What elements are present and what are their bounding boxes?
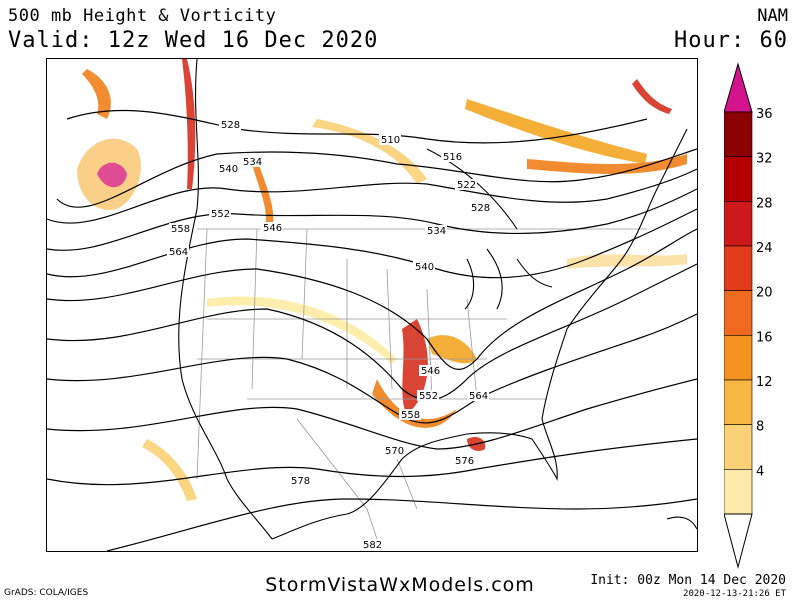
model-name: NAM <box>757 6 788 26</box>
colorbar-cell <box>723 156 753 202</box>
contour-label: 528 <box>221 120 240 131</box>
weather-map: 528 510 516 522 528 534 534 540 540 546 … <box>46 58 698 552</box>
contour-label: 534 <box>243 157 262 168</box>
coastlines <box>178 59 697 540</box>
colorbar-cell <box>723 335 753 381</box>
colorbar-cell <box>723 201 753 247</box>
contour-label: 576 <box>455 456 474 467</box>
contour-label: 546 <box>421 366 440 377</box>
colorbar-label: 16 <box>756 330 773 345</box>
grads-credit: GrADS: COLA/IGES <box>4 588 89 598</box>
vorticity-colorbar: 36 32 28 24 20 16 12 8 4 <box>723 62 784 572</box>
contour-label: 534 <box>427 226 446 237</box>
contour-label: 510 <box>381 135 400 146</box>
colorbar-cell <box>723 290 753 336</box>
contour-label: 558 <box>401 410 420 421</box>
forecast-hour: Hour: 60 <box>674 28 788 53</box>
colorbar-cell <box>723 245 753 291</box>
contour-label: 516 <box>443 152 462 163</box>
contour-label: 552 <box>419 391 438 402</box>
colorbar-label: 8 <box>756 420 764 435</box>
colorbar-label: 28 <box>756 196 773 211</box>
contour-label: 570 <box>385 446 404 457</box>
political-borders <box>196 228 647 540</box>
colorbar-label: 4 <box>756 464 764 479</box>
colorbar-label: 12 <box>756 375 773 390</box>
colorbar-cell <box>723 111 753 157</box>
run-timestamp: 2020-12-13-21:26 ET <box>683 589 786 599</box>
contour-label: 558 <box>171 224 190 235</box>
contour-label: 522 <box>457 180 476 191</box>
contour-labels: 528 510 516 522 528 534 534 540 540 546 … <box>167 119 491 551</box>
contour-label: 564 <box>469 391 488 402</box>
contour-label: 578 <box>291 476 310 487</box>
height-contours <box>47 109 697 551</box>
colorbar-label: 24 <box>756 241 773 256</box>
contour-label: 546 <box>263 223 282 234</box>
colorbar-cell <box>723 469 753 515</box>
colorbar-label: 32 <box>756 152 773 167</box>
contour-label: 582 <box>363 540 382 551</box>
valid-time: Valid: 12z Wed 16 Dec 2020 <box>8 28 379 53</box>
chart-title: 500 mb Height & Vorticity <box>8 6 277 26</box>
colorbar-label: 36 <box>756 107 773 122</box>
contour-label: 552 <box>211 209 230 220</box>
contour-label: 540 <box>219 164 238 175</box>
colorbar-label: 20 <box>756 286 773 301</box>
colorbar-cell <box>723 379 753 425</box>
contour-label: 564 <box>169 247 188 258</box>
contour-label: 528 <box>471 203 490 214</box>
colorbar-cell <box>723 424 753 470</box>
contour-label: 540 <box>415 262 434 273</box>
init-time: Init: 00z Mon 14 Dec 2020 <box>590 573 786 588</box>
site-watermark: StormVistaWxModels.com <box>265 574 535 596</box>
